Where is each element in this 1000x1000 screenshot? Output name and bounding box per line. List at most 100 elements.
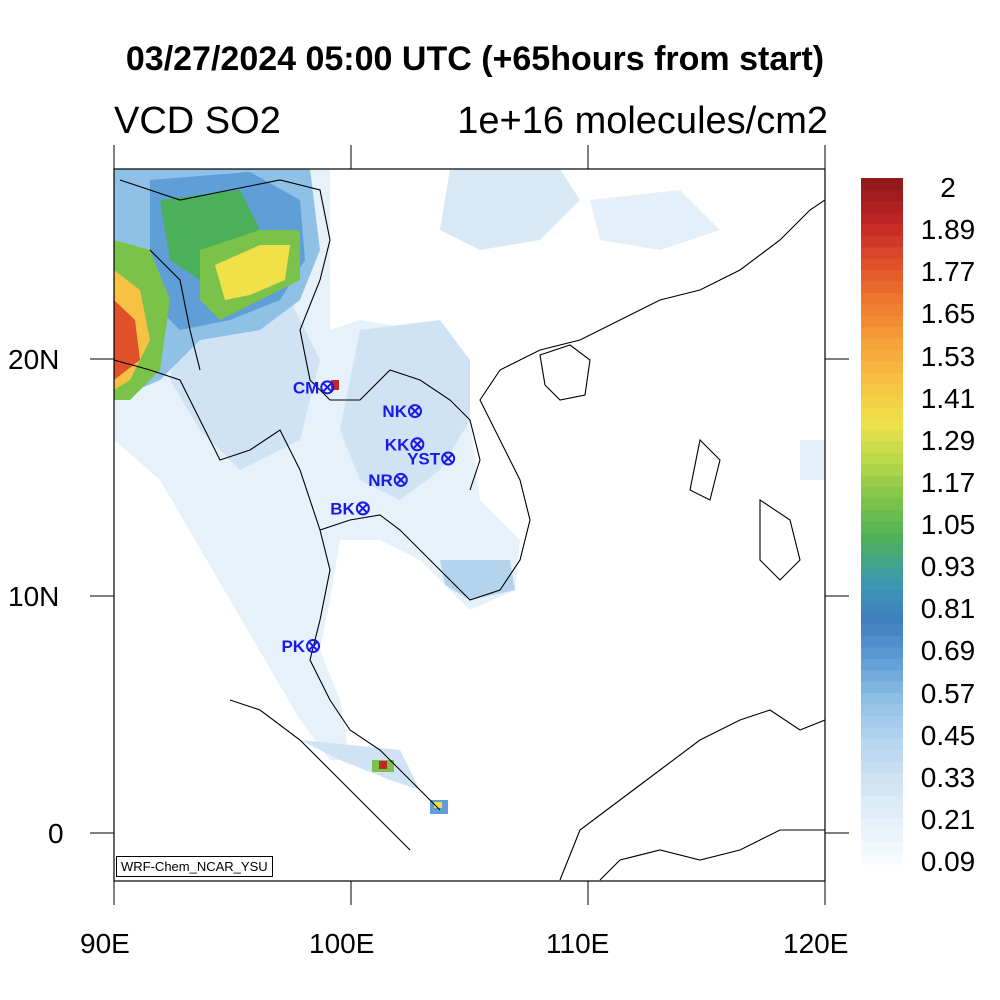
colorbar-swatch bbox=[861, 406, 903, 419]
y-tick-20N: 20N bbox=[8, 344, 60, 375]
colorbar-swatch bbox=[861, 463, 903, 476]
colorbar-swatch bbox=[861, 543, 903, 556]
colorbar-swatch bbox=[861, 841, 903, 854]
colorbar-swatch bbox=[861, 280, 903, 293]
colorbar-swatch bbox=[861, 566, 903, 579]
colorbar-swatch bbox=[861, 452, 903, 465]
colorbar-swatch bbox=[861, 223, 903, 236]
x-tick-120E: 120E bbox=[783, 928, 849, 959]
station-label-bk: BK bbox=[330, 499, 355, 518]
colorbar-swatch bbox=[861, 601, 903, 614]
station-marker-kk: KK bbox=[385, 435, 425, 454]
colorbar-label: 1.17 bbox=[920, 466, 976, 498]
colorbar-swatch bbox=[861, 749, 903, 762]
colorbar-swatch bbox=[861, 703, 903, 716]
colorbar-swatch bbox=[861, 292, 903, 305]
colorbar-label: 1.05 bbox=[920, 509, 976, 540]
colorbar-swatch bbox=[861, 726, 903, 739]
colorbar-swatch bbox=[861, 429, 903, 442]
colorbar-swatch bbox=[861, 178, 903, 191]
colorbar-swatch bbox=[861, 761, 903, 774]
x-tick-110E: 110E bbox=[546, 928, 610, 959]
colorbar-swatch bbox=[861, 783, 903, 796]
coastlines bbox=[114, 179, 825, 881]
y-tick-10N: 10N bbox=[8, 581, 60, 612]
colorbar-swatch bbox=[861, 418, 903, 431]
colorbar-label: 0.45 bbox=[920, 719, 976, 751]
colorbar-label: 1.29 bbox=[920, 424, 976, 456]
colorbar-swatch bbox=[861, 806, 903, 819]
colorbar-swatch bbox=[861, 395, 903, 408]
colorbar-swatch bbox=[861, 715, 903, 728]
colorbar-swatch bbox=[861, 440, 903, 453]
colorbar-swatch bbox=[861, 360, 903, 373]
colorbar-swatch bbox=[861, 623, 903, 636]
colorbar-swatch bbox=[861, 635, 903, 648]
colorbar-swatch bbox=[861, 338, 903, 351]
colorbar-swatch bbox=[861, 589, 903, 602]
y-tick-0: 0 bbox=[48, 818, 64, 849]
colorbar-label: 0.57 bbox=[920, 677, 976, 709]
colorbar-swatch bbox=[861, 258, 903, 271]
colorbar-swatch bbox=[861, 669, 903, 682]
colorbar-swatch bbox=[861, 189, 903, 202]
colorbar-swatch bbox=[861, 772, 903, 785]
colorbar-swatch bbox=[861, 315, 903, 328]
axis-ticks bbox=[90, 145, 849, 905]
colorbar-label: 1.53 bbox=[920, 340, 976, 372]
colorbar-swatch bbox=[861, 269, 903, 282]
colorbar-swatch bbox=[861, 521, 903, 534]
colorbar-label: 1.65 bbox=[920, 298, 976, 330]
colorbar-swatch bbox=[861, 246, 903, 259]
colorbar-swatch bbox=[861, 852, 903, 865]
colorbar-swatch bbox=[861, 738, 903, 751]
colorbar-swatch bbox=[861, 498, 903, 511]
colorbar-label: 1.89 bbox=[920, 214, 976, 246]
colorbar-label: 0.81 bbox=[920, 593, 976, 625]
colorbar-swatch bbox=[861, 235, 903, 248]
colorbar-label: 1.41 bbox=[920, 382, 976, 414]
colorbar bbox=[861, 178, 903, 865]
colorbar-label: 0.09 bbox=[920, 846, 976, 877]
colorbar-label: 0.33 bbox=[920, 761, 976, 793]
colorbar-swatch bbox=[861, 212, 903, 225]
colorbar-swatch bbox=[861, 486, 903, 499]
colorbar-swatch bbox=[861, 509, 903, 522]
station-label-nr: NR bbox=[368, 471, 393, 490]
colorbar-label: 1.77 bbox=[920, 256, 976, 288]
colorbar-label: 0.93 bbox=[920, 551, 976, 583]
station-marker-nk: NK bbox=[382, 402, 422, 421]
station-label-cm: CM bbox=[293, 378, 319, 397]
station-marker-nr: NR bbox=[368, 471, 408, 490]
map-frame bbox=[113, 168, 826, 882]
station-marker-yst: YST bbox=[407, 450, 456, 469]
colorbar-swatch bbox=[861, 372, 903, 385]
station-label-kk: KK bbox=[385, 435, 410, 454]
station-marker-pk: PK bbox=[281, 637, 321, 656]
colorbar-swatch bbox=[861, 475, 903, 488]
colorbar-swatch bbox=[861, 303, 903, 316]
variable-name: VCD SO2 bbox=[114, 100, 281, 142]
station-label-nk: NK bbox=[382, 402, 407, 421]
colorbar-swatch bbox=[861, 612, 903, 625]
colorbar-swatch bbox=[861, 818, 903, 831]
colorbar-swatch bbox=[861, 555, 903, 568]
colorbar-swatch bbox=[861, 349, 903, 362]
plume-layer bbox=[114, 169, 825, 814]
colorbar-label: 0.69 bbox=[920, 635, 976, 667]
colorbar-label: 2 bbox=[940, 172, 956, 203]
x-tick-100E: 100E bbox=[309, 928, 375, 959]
colorbar-swatch bbox=[861, 383, 903, 396]
model-tag: WRF-Chem_NCAR_YSU bbox=[116, 856, 273, 877]
colorbar-swatch bbox=[861, 646, 903, 659]
colorbar-swatch bbox=[861, 692, 903, 705]
colorbar-label: 0.21 bbox=[920, 803, 976, 835]
x-tick-90E: 90E bbox=[80, 928, 130, 959]
station-label-pk: PK bbox=[281, 637, 305, 656]
colorbar-swatch bbox=[861, 200, 903, 213]
colorbar-swatch bbox=[861, 578, 903, 591]
units-label: 1e+16 molecules/cm2 bbox=[457, 100, 828, 142]
colorbar-swatch bbox=[861, 681, 903, 694]
